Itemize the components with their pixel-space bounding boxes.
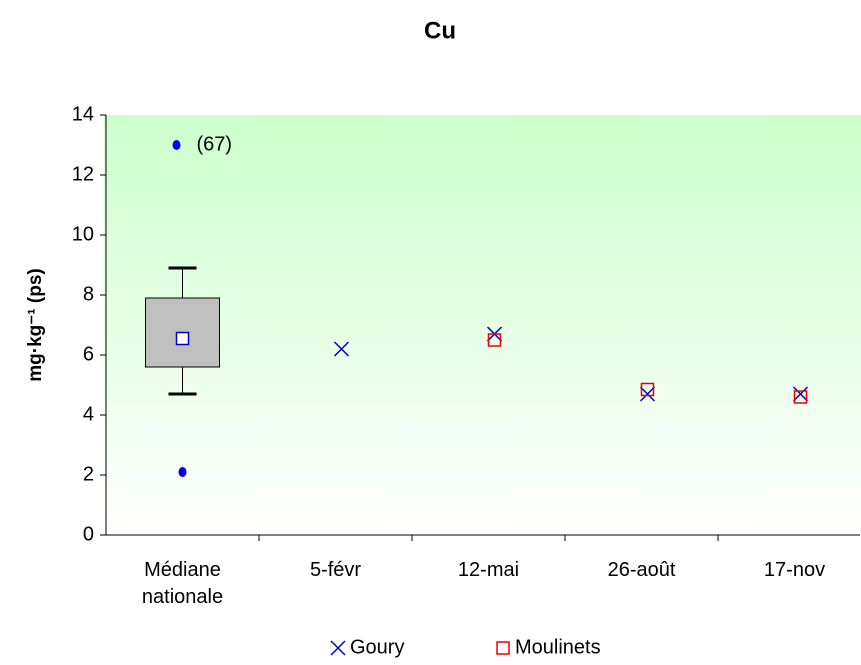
flier (179, 467, 187, 477)
x-tick-label: 12-mai (419, 557, 559, 584)
mean-marker (177, 333, 189, 345)
x-tick-label-box: 17-nov (725, 557, 861, 617)
y-tick-label: 6 (83, 343, 94, 365)
legend-marker (331, 641, 345, 655)
y-tick-label: 10 (72, 223, 94, 245)
x-tick-label: 5-févr (266, 557, 406, 584)
y-axis-label: mg·kg⁻¹ (ps) (25, 268, 46, 381)
y-tick-label: 2 (83, 463, 94, 485)
x-tick-label-box: 12-mai (419, 557, 559, 617)
y-tick-label: 12 (72, 163, 94, 185)
legend-label: Moulinets (515, 636, 601, 658)
x-tick-label-box: 5-févr (266, 557, 406, 617)
x-tick-label: 26-août (572, 557, 712, 584)
x-tick-label-box: 26-août (572, 557, 712, 617)
y-tick-label: 8 (83, 283, 94, 305)
x-tick-label: 17-nov (725, 557, 861, 584)
y-tick-label: 0 (83, 523, 94, 545)
y-tick-label: 14 (72, 103, 94, 125)
flier (173, 140, 181, 150)
x-tick-label: Médiane nationale (113, 557, 253, 611)
legend-label: Goury (350, 636, 404, 658)
y-tick-label: 4 (83, 403, 94, 425)
chart-title: Cu (424, 17, 456, 44)
flier-label: (67) (197, 133, 233, 155)
x-tick-label-box: Médiane nationale (113, 557, 253, 617)
legend-marker (497, 642, 509, 654)
